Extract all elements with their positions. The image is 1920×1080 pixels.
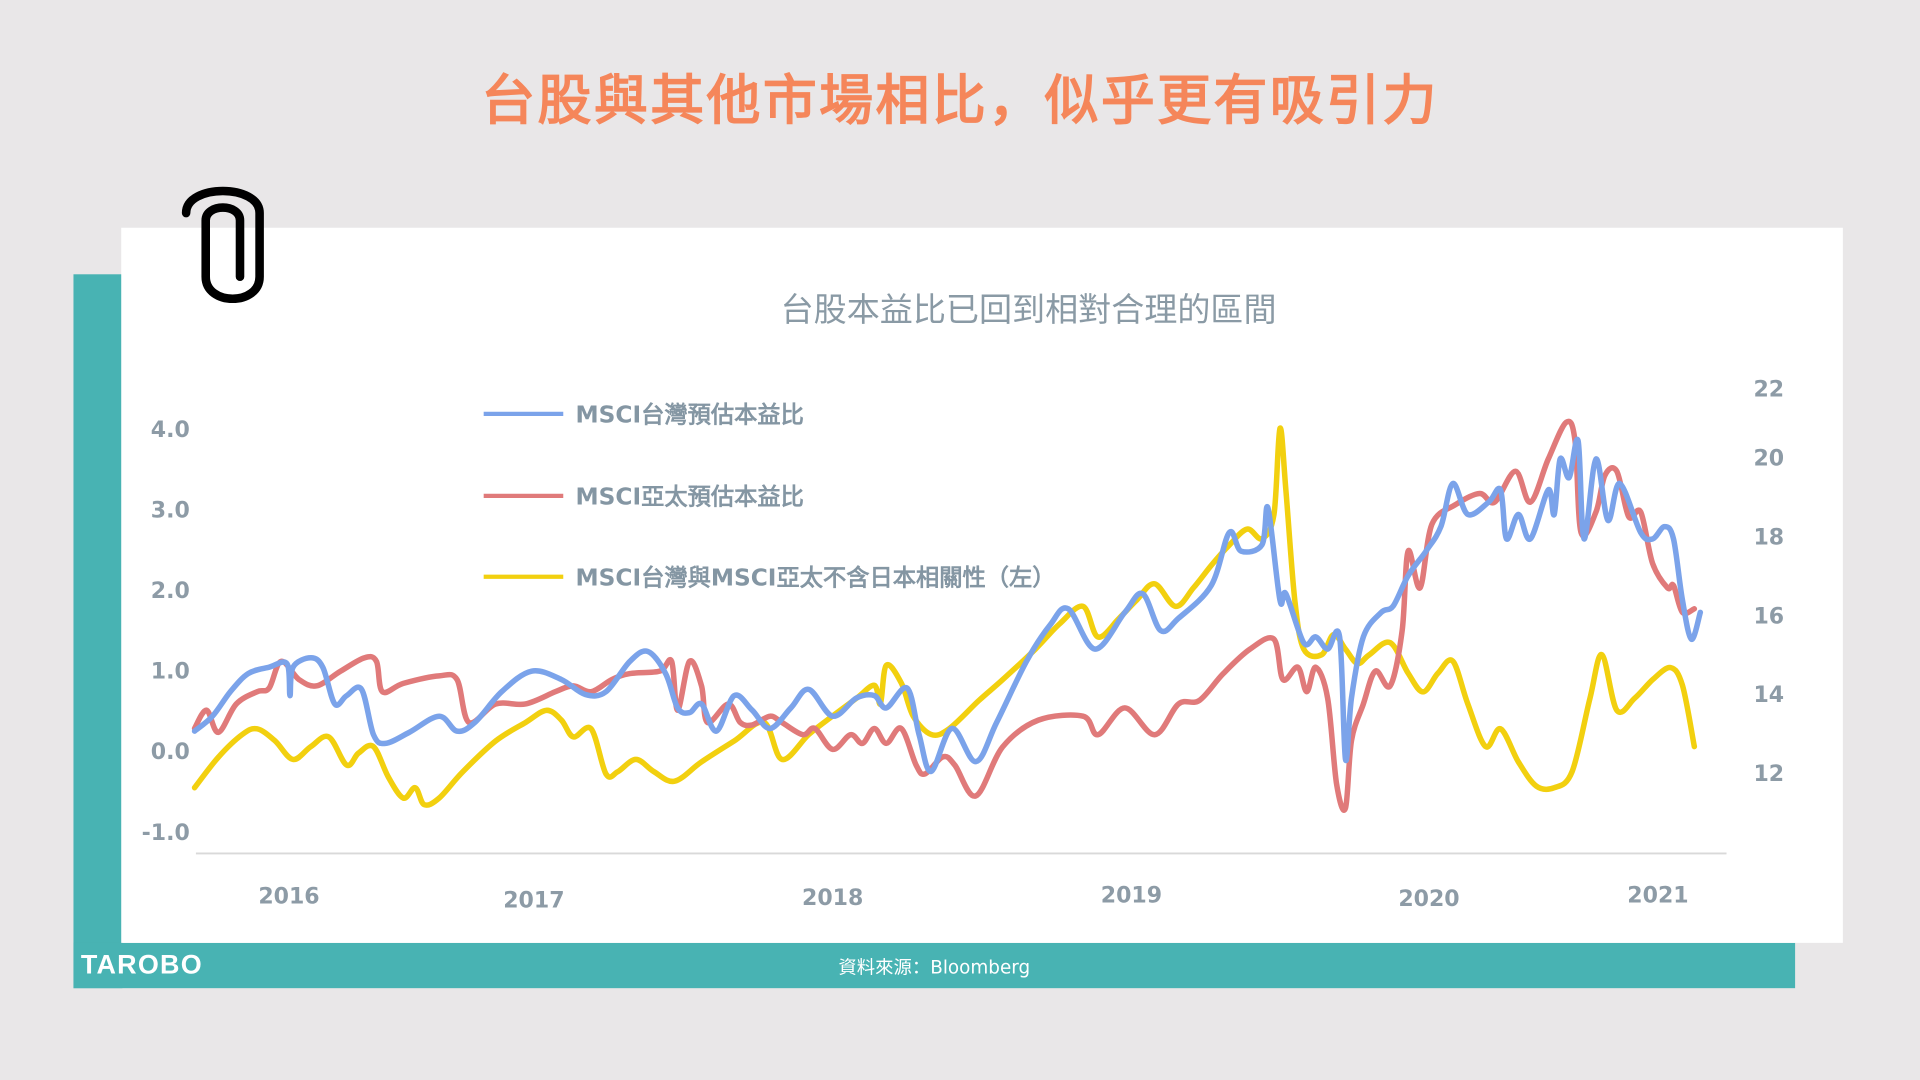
chart-title: 台股本益比已回到相對合理的區間	[780, 291, 1277, 330]
right-axis-tick-label: 22	[1753, 378, 1784, 403]
source-note: 資料來源：Bloomberg	[838, 956, 1031, 979]
left-axis-tick-label: -1.0	[142, 821, 190, 846]
footer-band	[73, 942, 1796, 989]
left-axis-tick-label: 2.0	[151, 579, 190, 604]
left-axis-tick-label: 3.0	[151, 498, 190, 523]
right-axis-tick-label: 16	[1753, 604, 1784, 629]
x-axis-tick-label: 2021	[1627, 883, 1688, 908]
series-line-2	[191, 425, 1698, 808]
x-axis-tick-label: 2017	[503, 888, 564, 913]
right-axis-tick-label: 18	[1753, 525, 1784, 550]
left-axis-tick-label: 1.0	[151, 660, 190, 685]
series-line-1	[191, 418, 1698, 813]
x-axis-tick-label: 2018	[802, 886, 863, 911]
chart-card	[121, 227, 1843, 943]
right-axis-tick-label: 14	[1753, 683, 1784, 708]
x-axis-tick-label: 2019	[1101, 883, 1162, 908]
legend-label: MSCI台灣預估本益比	[576, 401, 804, 428]
legend-label: MSCI台灣與MSCI亞太不含日本相關性（左）	[576, 564, 1056, 591]
legend-label: MSCI亞太預估本益比	[576, 483, 804, 510]
x-axis-tick-label: 2020	[1398, 887, 1459, 912]
page-title: 台股與其他市場相比，似乎更有吸引力	[481, 69, 1439, 133]
right-axis-tick-label: 20	[1753, 446, 1784, 471]
x-axis-tick-label: 2016	[258, 885, 319, 910]
teal-accent-bar	[73, 274, 123, 989]
left-axis-tick-label: 4.0	[151, 418, 190, 443]
series-line-0	[191, 436, 1704, 775]
left-axis-tick-label: 0.0	[151, 740, 190, 765]
paperclip-icon	[181, 186, 264, 303]
right-axis-tick-label: 12	[1753, 762, 1784, 787]
tarobo-logo: TAROBO	[80, 948, 203, 980]
